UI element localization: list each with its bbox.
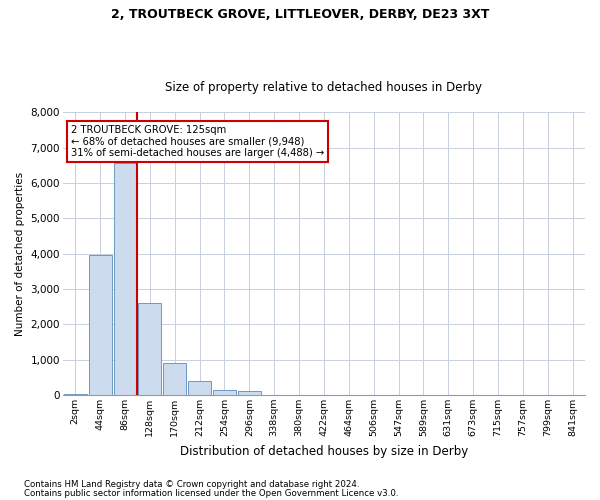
- Text: Contains public sector information licensed under the Open Government Licence v3: Contains public sector information licen…: [24, 490, 398, 498]
- Text: 2 TROUTBECK GROVE: 125sqm
← 68% of detached houses are smaller (9,948)
31% of se: 2 TROUTBECK GROVE: 125sqm ← 68% of detac…: [71, 125, 324, 158]
- Bar: [163, 363, 186, 395]
- Bar: [139, 303, 161, 395]
- Bar: [113, 164, 136, 395]
- Text: 2, TROUTBECK GROVE, LITTLEOVER, DERBY, DE23 3XT: 2, TROUTBECK GROVE, LITTLEOVER, DERBY, D…: [111, 8, 489, 20]
- Bar: [213, 390, 236, 395]
- Bar: [89, 256, 112, 395]
- Y-axis label: Number of detached properties: Number of detached properties: [15, 172, 25, 336]
- Title: Size of property relative to detached houses in Derby: Size of property relative to detached ho…: [166, 81, 482, 94]
- Bar: [64, 394, 87, 395]
- Text: Contains HM Land Registry data © Crown copyright and database right 2024.: Contains HM Land Registry data © Crown c…: [24, 480, 359, 489]
- X-axis label: Distribution of detached houses by size in Derby: Distribution of detached houses by size …: [180, 444, 468, 458]
- Bar: [188, 382, 211, 395]
- Bar: [238, 392, 261, 395]
